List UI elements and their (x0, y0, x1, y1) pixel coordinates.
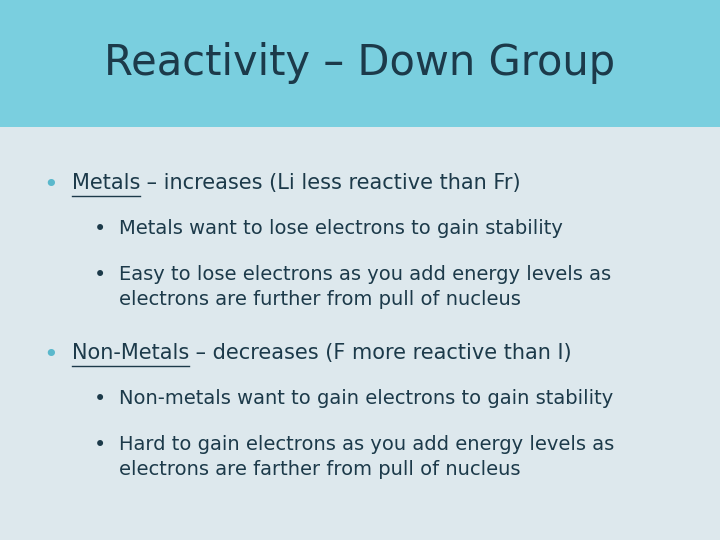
Text: •: • (94, 435, 106, 455)
Text: •: • (94, 265, 106, 285)
Text: – increases (Li less reactive than Fr): – increases (Li less reactive than Fr) (140, 173, 521, 193)
Text: Metals: Metals (72, 173, 140, 193)
FancyBboxPatch shape (0, 0, 720, 127)
Text: •: • (43, 343, 58, 367)
Text: – decreases (F more reactive than I): – decreases (F more reactive than I) (189, 343, 572, 363)
Text: Non-metals want to gain electrons to gain stability: Non-metals want to gain electrons to gai… (119, 389, 613, 408)
Text: Reactivity – Down Group: Reactivity – Down Group (104, 43, 616, 84)
Text: Non-Metals: Non-Metals (72, 343, 189, 363)
Text: Metals want to lose electrons to gain stability: Metals want to lose electrons to gain st… (119, 219, 562, 238)
Text: Hard to gain electrons as you add energy levels as
electrons are farther from pu: Hard to gain electrons as you add energy… (119, 435, 614, 478)
Text: •: • (43, 173, 58, 197)
Text: •: • (94, 219, 106, 239)
Text: •: • (94, 389, 106, 409)
Text: Easy to lose electrons as you add energy levels as
electrons are further from pu: Easy to lose electrons as you add energy… (119, 265, 611, 308)
